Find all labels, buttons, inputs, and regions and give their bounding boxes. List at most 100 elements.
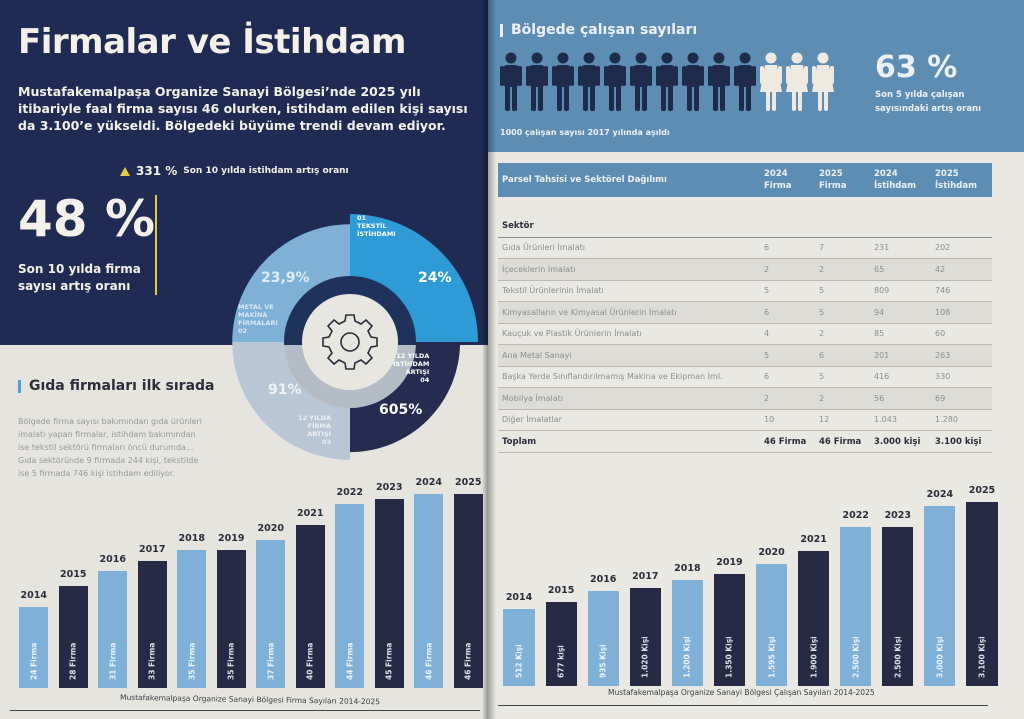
gida-title-text: Gıda firmaları ilk sırada [29, 378, 215, 394]
people-note: 1000 çalışan sayısı 2017 yılında aşıldı [500, 128, 670, 137]
bar-2015: 28 Firma [58, 586, 88, 688]
cell-firma-2024: 2 [760, 387, 815, 410]
firm-growth-value: 48 % [18, 190, 156, 248]
cell-firma-2024: 5 [760, 280, 815, 302]
bar-year-label: 2020 [758, 547, 785, 559]
cell-sector: Kimyasalların ve Kimyasal Ürünlerin İmal… [498, 301, 760, 324]
table-section-row: Sektör [498, 197, 992, 238]
cell-istihdam-2025: 108 [931, 301, 992, 324]
bar-value-label: 44 Firma [345, 642, 355, 680]
cell-firma-2024: 5 [760, 344, 815, 367]
cell-firma-2025: 7 [815, 237, 870, 259]
bar-year-label: 2025 [968, 485, 996, 496]
gida-section-title: Gıda firmaları ilk sırada [18, 378, 215, 394]
table-header-2024-istihdam: 2024 İstihdam [870, 163, 931, 197]
table-header-row: Parsel Tahsisi ve Sektörel Dağılımı 2024… [498, 163, 992, 197]
bar-year-label: 2019 [716, 557, 743, 569]
bar-2020: 1.595 Kişi [755, 564, 788, 686]
woman-icon [760, 52, 782, 112]
bar-year-label: 2016 [99, 553, 126, 565]
bar-2017: 33 Firma [137, 560, 167, 688]
total-firma-2025: 46 Firma [815, 430, 870, 453]
bar-year-label: 2015 [60, 569, 87, 581]
woman-icon [812, 52, 834, 112]
table-row: Mobilya İmalatı 2 2 56 69 [498, 387, 992, 410]
employee-count-chart: 512 Kişi 2014 677 kişi 2015 935 Kişi 2016 1.02… [498, 478, 1003, 686]
cell-firma-2025: 5 [815, 280, 870, 302]
bar-2024: 3.000 Kişi [924, 506, 956, 686]
bar-2025: 46 Firma [453, 494, 483, 688]
bar-year-label: 2017 [632, 570, 659, 582]
bar-year-label: 2022 [336, 487, 363, 499]
bar-year-label: 2019 [218, 533, 245, 545]
table-total-row: Toplam 46 Firma 46 Firma 3.000 kişi 3.100 ki… [498, 430, 992, 453]
gear-icon [322, 314, 378, 370]
employee-growth-value: 63 % [875, 50, 958, 85]
cell-istihdam-2024: 416 [870, 366, 931, 388]
bar-value-label: 512 Kişi [514, 644, 524, 678]
bar-2023: 2.500 Kişi [882, 526, 914, 686]
triangle-up-icon [120, 166, 130, 176]
bar-value-label: 1.200 Kişi [682, 636, 692, 678]
bar-value-label: 1.350 Kişi [724, 636, 734, 678]
cell-sector: Gıda Ürünleri İmalatı [498, 237, 760, 259]
cell-istihdam-2025: 746 [931, 280, 992, 302]
cell-sector: Ana Metal Sanayi [498, 344, 760, 367]
bar-value-label: 46 Firma [424, 642, 434, 680]
total-istihdam-2025: 3.100 kişi [931, 430, 992, 453]
cell-firma-2024: 6 [760, 301, 815, 324]
cell-firma-2024: 4 [760, 323, 815, 345]
segment-03-label: 12 YILDA FİRMA ARTIŞI 03 [298, 414, 332, 446]
table-row: Gıda Ürünleri İmalatı 6 7 231 202 [498, 237, 992, 259]
donut-segment-01 [350, 214, 478, 342]
bar-2022: 2.500 Kişi [840, 526, 872, 686]
cell-sector: Mobilya İmalatı [498, 387, 760, 410]
bar-year-label: 2014 [505, 591, 533, 603]
bar-2019: 35 Firma [216, 550, 246, 688]
bar-year-label: 2024 [415, 477, 442, 488]
table-body: Sektör Gıda Ürünleri İmalatı 6 7 231 202 İçec… [498, 197, 992, 453]
cell-firma-2024: 2 [760, 258, 815, 281]
donut-center [302, 294, 398, 390]
table-row: İçeceklerin İmalatı 2 2 65 42 [498, 258, 992, 281]
bar-2020: 37 Firma [256, 540, 286, 688]
bar-year-label: 2024 [926, 489, 954, 501]
bar-2015: 677 kişi [545, 601, 577, 686]
bar-2021: 40 Firma [295, 524, 325, 688]
cell-istihdam-2025: 60 [931, 323, 992, 345]
table-row: Ana Metal Sanayi 5 6 201 263 [498, 344, 992, 367]
bar-year-label: 2018 [178, 533, 205, 545]
intro-paragraph: Mustafakemalpaşa Organize Sanayi Bölgesi… [18, 84, 468, 133]
segment-03-value: 91% [268, 382, 302, 398]
table-row: Diğer İmalatlar 10 12 1.043 1.280 [498, 409, 992, 431]
table-header-2024-firma: 2024 Firma [760, 163, 815, 197]
cell-sector: Kauçuk ve Plastik Ürünlerin İmalatı [498, 323, 760, 345]
cell-istihdam-2024: 85 [870, 323, 931, 345]
cell-sector: Diğer İmalatlar [498, 409, 760, 431]
cell-istihdam-2024: 1.043 [870, 409, 931, 431]
cell-firma-2025: 2 [815, 258, 870, 281]
bar-value-label: 1.595 Kişi [767, 636, 777, 678]
cell-istihdam-2025: 42 [931, 258, 992, 281]
bar-value-label: 1.900 Kişi [809, 636, 819, 678]
cell-firma-2025: 12 [815, 409, 870, 431]
employment-growth-value: 331 % [136, 164, 178, 178]
cell-istihdam-2025: 330 [931, 366, 992, 388]
donut-segment-02 [232, 224, 350, 342]
donut-segment-04 [350, 342, 461, 453]
table-row: Başka Yerde Sınıflandırılmamış Makina ve… [498, 366, 992, 388]
bar-2018: 35 Firma [177, 550, 207, 688]
segment-01-value: 24% [418, 270, 452, 286]
right-header-panel [488, 0, 1024, 152]
section-marker [500, 23, 503, 37]
page-title: Firmalar ve İstihdam [18, 22, 407, 62]
table-row: Tekstil Ürünlerinin İmalatı 5 5 809 746 [498, 280, 992, 302]
cell-istihdam-2024: 94 [870, 301, 931, 324]
kpi-divider [155, 195, 157, 295]
bar-value-label: 3.000 Kişi [935, 636, 945, 678]
bar-year-label: 2022 [842, 509, 869, 521]
divider [10, 710, 480, 711]
people-icon-row [500, 52, 834, 112]
bar-value-label: 24 Firma [29, 642, 39, 680]
bar-year-label: 2018 [674, 563, 701, 575]
